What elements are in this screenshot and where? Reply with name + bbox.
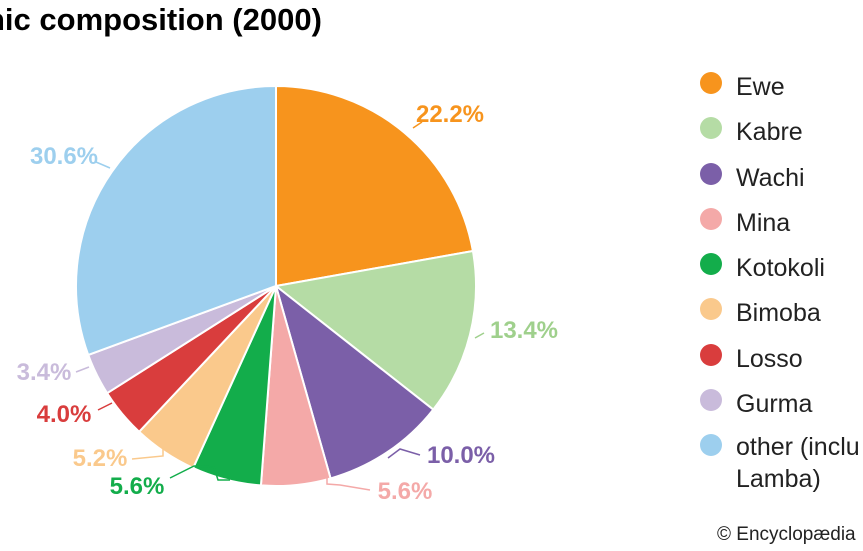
leader-line-wachi: [387, 448, 421, 459]
data-label-gurma: 3.4%: [17, 359, 72, 386]
credit-text: © Encyclopædia: [717, 524, 856, 545]
legend-label: other (inclu Lamba): [736, 433, 860, 494]
legend-swatch: [700, 434, 722, 457]
legend-label: Ewe: [736, 73, 785, 101]
leader-line-mina: [326, 476, 371, 491]
pie-slice-kabre: [273, 249, 477, 411]
pie-slice-ewe: [275, 84, 475, 288]
leader-line-losso: [97, 402, 113, 411]
legend-label: Losso: [736, 344, 803, 373]
leader-line-bimoba: [131, 441, 171, 460]
legend-swatch: [700, 207, 722, 230]
legend-swatch: [700, 298, 722, 321]
legend-swatch: [700, 117, 722, 140]
legend-swatch: [700, 253, 722, 276]
legend-swatch: [700, 162, 722, 185]
pie-slice-wachi: [274, 283, 435, 480]
leader-line-other-inclu: [95, 161, 111, 169]
pie-slice-other-inclu: [74, 84, 277, 357]
data-label-mina: 5.6%: [378, 478, 433, 505]
leader-line-gurma: [75, 366, 90, 373]
legend-label: Bimoba: [736, 299, 821, 328]
legend-label: Kotokoli: [736, 254, 825, 283]
data-label-bimoba: 5.2%: [73, 445, 128, 472]
leader-line-kotokoli: [169, 465, 230, 481]
data-label-losso: 4.0%: [37, 401, 92, 428]
data-label-other-inclu: 30.6%: [30, 143, 98, 170]
leader-line-kabre: [474, 332, 485, 339]
data-label-kotokoli: 5.6%: [110, 473, 165, 500]
legend-swatch: [700, 389, 722, 412]
legend-label: Gurma: [736, 390, 813, 419]
leader-line-ewe: [412, 121, 423, 129]
legend-label: Wachi: [736, 163, 805, 192]
data-label-kabre: 13.4%: [490, 317, 558, 344]
legend-swatch: [700, 72, 722, 94]
data-label-wachi: 10.0%: [427, 442, 495, 469]
legend-label: Mina: [736, 208, 791, 237]
legend-swatch: [700, 343, 722, 366]
data-label-ewe: 22.2%: [416, 101, 484, 128]
legend-label: Kabre: [736, 118, 803, 147]
chart-title: nic composition (2000): [0, 2, 322, 37]
